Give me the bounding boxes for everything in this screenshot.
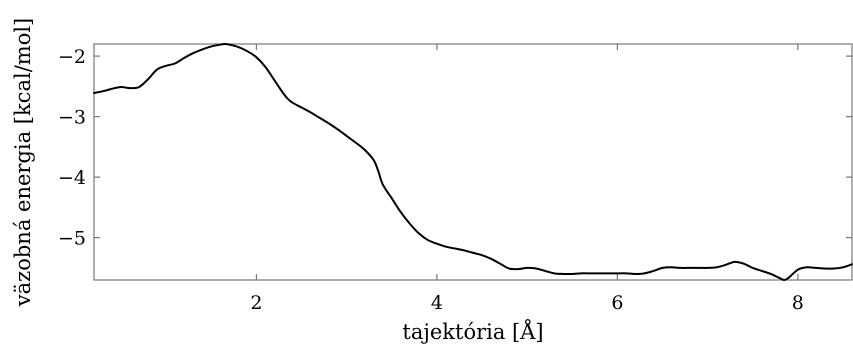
x-tick-label: 4 xyxy=(431,292,443,314)
y-tick-label: −2 xyxy=(58,46,86,68)
x-axis-label: tajektória [Å] xyxy=(402,319,543,344)
x-tick-label: 6 xyxy=(611,292,623,314)
y-axis-ticks: −2 −3 −4 −5 xyxy=(58,46,852,250)
plot-frame xyxy=(93,43,853,281)
series-line xyxy=(93,43,853,282)
x-tick-label: 2 xyxy=(250,292,262,314)
x-tick-label: 8 xyxy=(792,292,804,314)
y-tick-label: −5 xyxy=(58,228,86,250)
y-tick-label: −3 xyxy=(58,107,86,129)
y-axis-label: väzobná energia [kcal/mol] xyxy=(11,18,35,307)
x-axis-ticks: 2 4 6 8 xyxy=(250,44,804,314)
y-tick-label: −4 xyxy=(58,167,86,189)
